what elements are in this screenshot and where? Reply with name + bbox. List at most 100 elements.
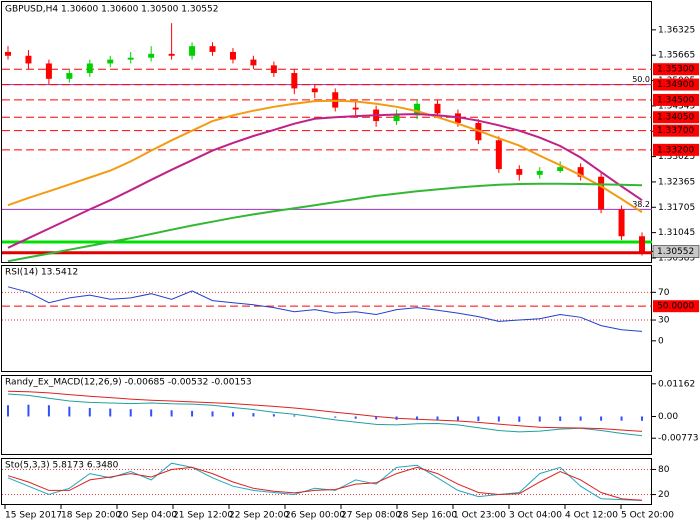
candle-body xyxy=(189,46,196,56)
level-label-box xyxy=(653,143,699,156)
level-label-box xyxy=(653,111,699,124)
y-tick-label: 70 xyxy=(658,288,670,298)
last-price-label: 1.30552 xyxy=(657,247,694,257)
macd-title: Randy_Ex_MACD(12,26,9) -0.00685 -0.00532… xyxy=(5,378,252,388)
y-tick-label: 0 xyxy=(658,336,664,346)
histogram-bar xyxy=(170,410,173,417)
y-tick-label: 20 xyxy=(658,490,670,500)
x-tick-label: 28 Sep 16:00 xyxy=(397,511,457,521)
histogram-bar xyxy=(109,408,112,417)
price-panel xyxy=(1,1,652,263)
level-label: 1.33200 xyxy=(657,145,694,155)
rsi-panel xyxy=(1,265,652,372)
histogram-bar xyxy=(354,416,357,419)
histogram-bar xyxy=(579,416,582,421)
rsi-title: RSI(14) 13.5412 xyxy=(5,268,78,278)
candle-body xyxy=(25,55,32,64)
candle-body xyxy=(536,170,543,175)
x-tick-label: 27 Sep 08:00 xyxy=(341,511,401,521)
histogram-bar xyxy=(7,405,9,417)
histogram-bar xyxy=(395,416,398,420)
x-tick-label: 18 Sep 20:00 xyxy=(61,511,121,521)
histogram-bar xyxy=(191,410,194,417)
histogram-bar xyxy=(313,416,316,417)
level-label: 1.33700 xyxy=(657,126,694,136)
x-tick-label: 20 Sep 04:00 xyxy=(117,511,177,521)
histogram-bar xyxy=(620,416,623,421)
level-label: 1.34900 xyxy=(657,80,694,90)
x-tick-label: 21 Sep 12:00 xyxy=(173,511,233,521)
histogram-bar xyxy=(252,413,255,417)
y-tick-label: 1.30385 xyxy=(658,253,695,263)
indicator-line xyxy=(7,99,643,213)
histogram-bar xyxy=(559,416,562,421)
histogram-bar xyxy=(68,406,71,417)
histogram-bar xyxy=(477,416,480,421)
candle-body xyxy=(352,107,359,110)
indicator-line xyxy=(7,182,643,263)
histogram-bar xyxy=(456,416,459,421)
histogram-bar xyxy=(538,416,541,422)
candle-body xyxy=(434,103,441,114)
candle-body xyxy=(495,140,502,170)
x-tick-label: 3 Oct 04:00 xyxy=(509,511,562,521)
x-tick-label: 1 Oct 23:00 xyxy=(453,511,506,521)
candle-body xyxy=(107,59,114,64)
level-label: 1.34050 xyxy=(657,113,694,123)
indicator-line xyxy=(7,113,643,249)
chart-title: GBPUSD,H4 1.30600 1.30600 1.30500 1.3055… xyxy=(5,5,218,15)
x-tick-label: 15 Sep 2017 xyxy=(5,511,62,521)
candle-body xyxy=(229,51,236,60)
x-tick-label: 5 Oct 20:00 xyxy=(621,511,674,521)
candle-body xyxy=(66,73,73,79)
histogram-bar xyxy=(334,416,337,418)
y-tick-label: 1.35665 xyxy=(658,51,695,61)
y-tick-label: 0.01162 xyxy=(658,379,695,389)
level-label-box xyxy=(653,300,699,313)
y-tick-label: 1.32365 xyxy=(658,177,695,187)
candle-body xyxy=(577,167,584,177)
histogram-bar xyxy=(211,411,214,417)
y-tick-label: 0.00 xyxy=(658,412,678,422)
indicator-line xyxy=(7,393,643,437)
level-label-box xyxy=(653,124,699,137)
histogram-bar xyxy=(27,404,30,417)
stochastic-panel xyxy=(1,458,652,505)
candle-body xyxy=(148,53,155,58)
x-tick-label: 26 Sep 00:00 xyxy=(285,511,345,521)
histogram-bar xyxy=(436,416,439,421)
candle-body xyxy=(209,46,216,52)
candle-body xyxy=(270,65,277,74)
level-label: 1.34500 xyxy=(657,95,694,105)
candle-body xyxy=(250,59,257,66)
histogram-bar xyxy=(150,409,153,417)
candle-body xyxy=(618,209,625,237)
y-tick-label: 1.31045 xyxy=(658,228,695,238)
fibo-label: 38.2 xyxy=(632,200,650,209)
y-tick-label: 1.33025 xyxy=(658,152,695,162)
candle-body xyxy=(598,176,605,210)
candle-body xyxy=(311,88,318,93)
candle-body xyxy=(86,63,93,74)
candle-body xyxy=(516,169,523,175)
candle-body xyxy=(291,73,298,89)
x-tick-label: 4 Oct 12:00 xyxy=(565,511,618,521)
level-label-box xyxy=(653,78,699,91)
histogram-bar xyxy=(497,416,500,422)
x-tick-label: 22 Sep 20:00 xyxy=(229,511,289,521)
y-tick-label: 1.36325 xyxy=(658,25,695,35)
y-tick-label: 80 xyxy=(658,465,670,475)
histogram-bar xyxy=(416,416,419,420)
level-label-box xyxy=(653,63,699,76)
y-tick-label: -0.00773 xyxy=(658,434,698,444)
indicator-line xyxy=(7,390,643,432)
histogram-bar xyxy=(641,416,643,421)
level-label-box xyxy=(653,93,699,106)
histogram-bar xyxy=(129,409,132,417)
indicator-line xyxy=(7,286,643,332)
histogram-bar xyxy=(47,405,50,417)
candle-body xyxy=(45,63,52,79)
candle-body xyxy=(557,167,564,171)
candle-body xyxy=(639,236,645,252)
indicator-line xyxy=(7,466,643,501)
